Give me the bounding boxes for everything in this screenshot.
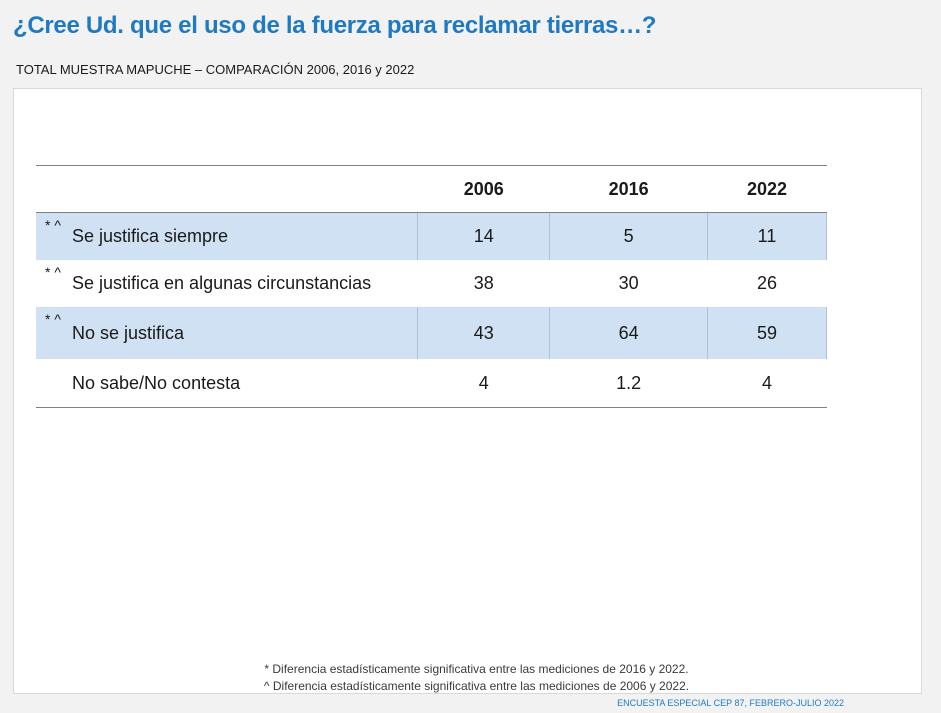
table-row: * ^ No se justifica 43 64 59 [36, 307, 827, 359]
header-label [36, 165, 418, 213]
header-2006: 2006 [417, 165, 550, 213]
significance-marks: * ^ [45, 264, 61, 280]
row-label-cell: * ^ Se justifica siempre [36, 212, 418, 260]
cell-2006: 38 [473, 273, 494, 293]
cell-2006: 43 [417, 307, 551, 359]
row-label-cell: * ^ Se justifica en algunas circunstanci… [36, 260, 418, 307]
significance-marks: * ^ [45, 311, 61, 327]
page-subtitle: TOTAL MUESTRA MAPUCHE – COMPARACIÓN 2006… [16, 62, 415, 77]
footnotes: * Diferencia estadísticamente significat… [14, 661, 921, 695]
cell-2016: 64 [549, 307, 708, 359]
footnote-asterisk: * Diferencia estadísticamente significat… [264, 662, 689, 676]
header-2016: 2016 [549, 165, 708, 213]
table-row: * ^ Se justifica siempre 14 5 11 [36, 212, 827, 260]
table-row: No sabe/No contesta 4 1.2 4 [36, 359, 827, 408]
header-2022: 2022 [707, 165, 827, 213]
cell-2006: 4 [478, 372, 489, 393]
row-label: No se justifica [72, 322, 185, 343]
page-title: ¿Cree Ud. que el uso de la fuerza para r… [13, 12, 657, 39]
cell-2016: 1.2 [616, 372, 642, 393]
cell-2016: 5 [549, 212, 708, 260]
cell-2022: 4 [762, 372, 773, 393]
cell-2006: 14 [417, 212, 551, 260]
table-header-row: 2006 2016 2022 [36, 165, 827, 213]
cell-2022: 11 [707, 212, 827, 260]
results-card: 2006 2016 2022 * ^ Se justifica siempre … [13, 88, 922, 694]
row-label: No sabe/No contesta [72, 372, 241, 393]
cell-2022: 26 [757, 273, 778, 293]
cell-2022: 59 [707, 307, 827, 359]
results-table: 2006 2016 2022 * ^ Se justifica siempre … [36, 165, 827, 408]
cell-2016: 30 [618, 273, 639, 293]
table-row: * ^ Se justifica en algunas circunstanci… [36, 260, 827, 307]
row-label-cell: No sabe/No contesta [36, 359, 418, 408]
row-label: Se justifica siempre [72, 226, 229, 246]
source-credit: ENCUESTA ESPECIAL CEP 87, FEBRERO-JULIO … [617, 698, 844, 708]
row-label: Se justifica en algunas circunstancias [72, 273, 372, 293]
significance-marks: * ^ [45, 217, 61, 233]
row-label-cell: * ^ No se justifica [36, 307, 418, 359]
footnote-caret: ^ Diferencia estadísticamente significat… [263, 679, 690, 693]
